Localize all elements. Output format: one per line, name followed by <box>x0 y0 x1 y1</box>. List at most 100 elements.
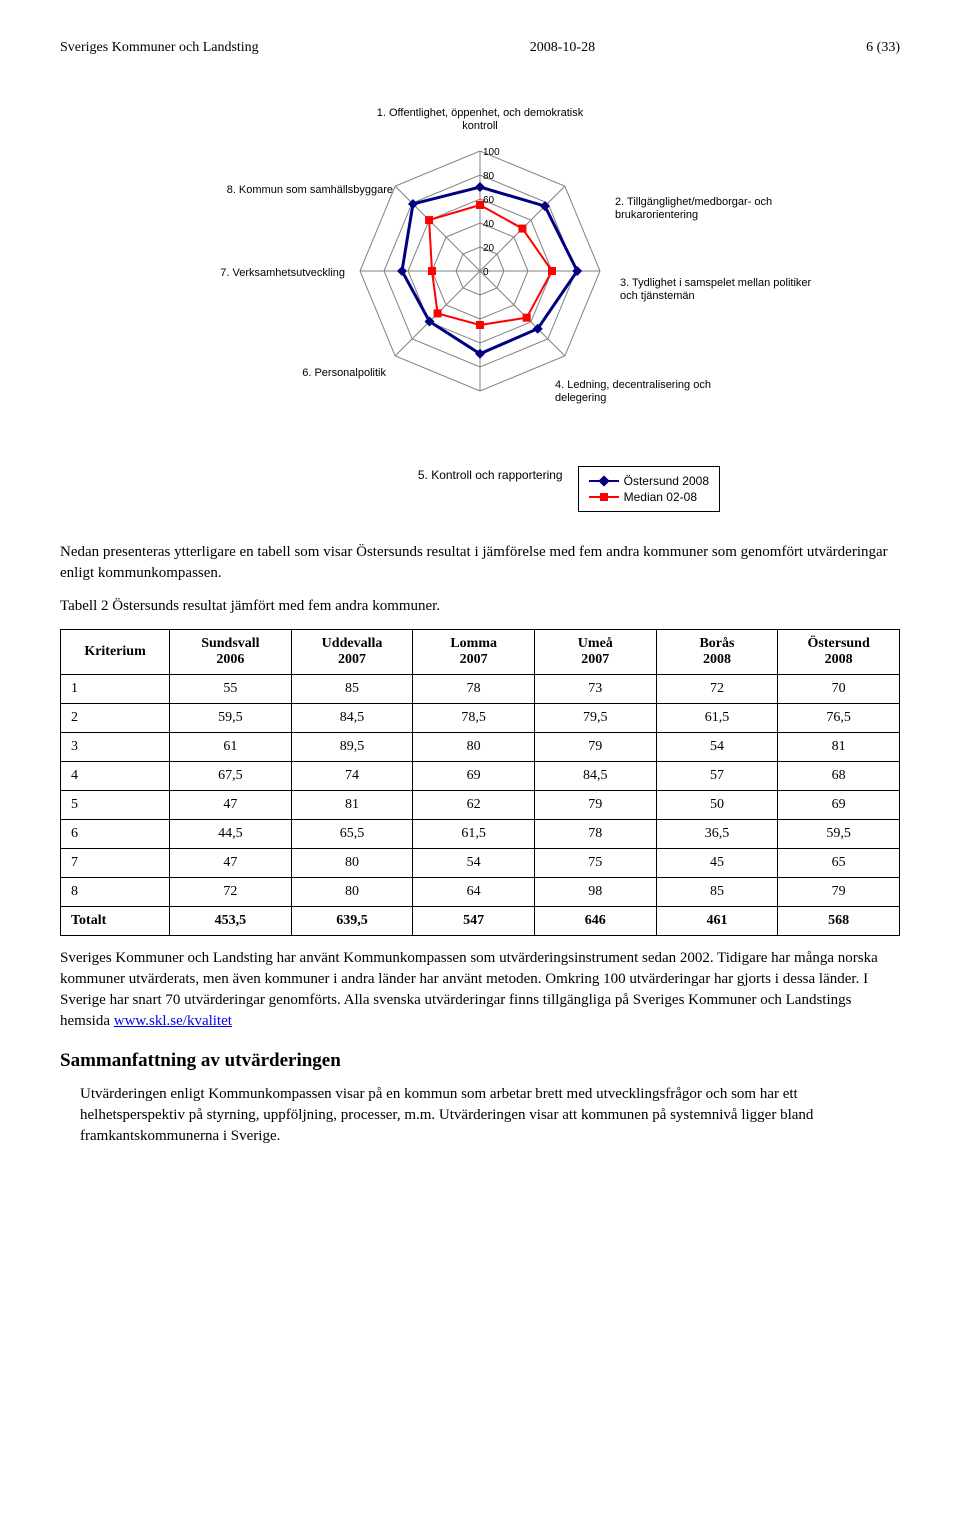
legend-item-median: Median 02-08 <box>589 490 709 504</box>
intro-paragraph: Nedan presenteras ytterligare en tabell … <box>60 542 900 584</box>
header-center: 2008-10-28 <box>530 40 595 56</box>
table-header: Borås2008 <box>656 630 778 675</box>
axis5-label-with-legend: 5. Kontroll och rapportering Östersund 2… <box>418 466 720 512</box>
table-cell: 4 <box>61 762 170 791</box>
comparison-table: KriteriumSundsvall2006Uddevalla2007Lomma… <box>60 629 900 936</box>
table-cell: 61,5 <box>413 820 535 849</box>
table-cell: 646 <box>534 907 656 936</box>
svg-text:40: 40 <box>483 219 495 230</box>
table-cell: 69 <box>778 791 900 820</box>
svg-text:2. Tillgänglighet/medborgar- o: 2. Tillgänglighet/medborgar- och <box>615 196 772 208</box>
table-cell: 7 <box>61 849 170 878</box>
table-cell: 65,5 <box>291 820 413 849</box>
table-cell: 78 <box>413 675 535 704</box>
table-cell: 73 <box>534 675 656 704</box>
table-header: Östersund2008 <box>778 630 900 675</box>
table-cell: 75 <box>534 849 656 878</box>
svg-text:7. Verksamhetsutveckling: 7. Verksamhetsutveckling <box>220 267 345 279</box>
header-right: 6 (33) <box>866 40 900 56</box>
table-cell: 72 <box>170 878 292 907</box>
table-cell: 59,5 <box>170 704 292 733</box>
svg-text:1. Offentlighet, öppenhet, och: 1. Offentlighet, öppenhet, och demokrati… <box>377 107 584 119</box>
table-row: 8728064988579 <box>61 878 900 907</box>
svg-text:och tjänstemän: och tjänstemän <box>620 290 695 302</box>
table-cell: 61,5 <box>656 704 778 733</box>
table-cell: Totalt <box>61 907 170 936</box>
table-cell: 1 <box>61 675 170 704</box>
table-cell: 79 <box>534 733 656 762</box>
summary-heading: Sammanfattning av utvärderingen <box>60 1050 900 1072</box>
table-cell: 547 <box>413 907 535 936</box>
table-cell: 61 <box>170 733 292 762</box>
table-cell: 69 <box>413 762 535 791</box>
table-cell: 79,5 <box>534 704 656 733</box>
table-cell: 89,5 <box>291 733 413 762</box>
table-cell: 54 <box>656 733 778 762</box>
svg-text:delegering: delegering <box>555 392 606 404</box>
table-cell: 67,5 <box>170 762 292 791</box>
table-cell: 36,5 <box>656 820 778 849</box>
post-table-paragraph: Sveriges Kommuner och Landsting har anvä… <box>60 948 900 1032</box>
svg-text:0: 0 <box>483 267 489 278</box>
table-header: Lomma2007 <box>413 630 535 675</box>
table-cell: 74 <box>291 762 413 791</box>
page-header: Sveriges Kommuner och Landsting 2008-10-… <box>60 40 900 56</box>
table-header: Uddevalla2007 <box>291 630 413 675</box>
table-cell: 81 <box>291 791 413 820</box>
table-cell: 80 <box>291 849 413 878</box>
table-cell: 5 <box>61 791 170 820</box>
chart-legend: Östersund 2008 Median 02-08 <box>578 466 720 512</box>
table-row: 36189,580795481 <box>61 733 900 762</box>
table-cell: 568 <box>778 907 900 936</box>
table-cell: 8 <box>61 878 170 907</box>
svg-text:6. Personalpolitik: 6. Personalpolitik <box>302 367 386 379</box>
table-header: Umeå2007 <box>534 630 656 675</box>
table-row: 259,584,578,579,561,576,5 <box>61 704 900 733</box>
table-cell: 45 <box>656 849 778 878</box>
svg-text:brukarorientering: brukarorientering <box>615 209 698 221</box>
table-cell: 70 <box>778 675 900 704</box>
header-left: Sveriges Kommuner och Landsting <box>60 40 259 56</box>
table-cell: 85 <box>656 878 778 907</box>
table-cell: 76,5 <box>778 704 900 733</box>
table-row: 7478054754565 <box>61 849 900 878</box>
table-cell: 54 <box>413 849 535 878</box>
axis5-label: 5. Kontroll och rapportering <box>418 466 563 482</box>
summary-paragraph: Utvärderingen enligt Kommunkompassen vis… <box>80 1084 880 1147</box>
table-cell: 59,5 <box>778 820 900 849</box>
table-cell: 50 <box>656 791 778 820</box>
table-cell: 98 <box>534 878 656 907</box>
table-row: Totalt453,5639,5547646461568 <box>61 907 900 936</box>
table-cell: 44,5 <box>170 820 292 849</box>
svg-text:4. Ledning, decentralisering o: 4. Ledning, decentralisering och <box>555 379 711 391</box>
table-cell: 65 <box>778 849 900 878</box>
table-cell: 80 <box>413 733 535 762</box>
table-header: Sundsvall2006 <box>170 630 292 675</box>
table-cell: 81 <box>778 733 900 762</box>
table-row: 644,565,561,57836,559,5 <box>61 820 900 849</box>
table-row: 1558578737270 <box>61 675 900 704</box>
table-cell: 639,5 <box>291 907 413 936</box>
table-cell: 80 <box>291 878 413 907</box>
table-row: 5478162795069 <box>61 791 900 820</box>
table-cell: 72 <box>656 675 778 704</box>
table-cell: 85 <box>291 675 413 704</box>
svg-text:60: 60 <box>483 195 495 206</box>
table-cell: 78,5 <box>413 704 535 733</box>
table-caption: Tabell 2 Östersunds resultat jämfört med… <box>60 596 900 617</box>
table-row: 467,5746984,55768 <box>61 762 900 791</box>
table-cell: 6 <box>61 820 170 849</box>
svg-text:80: 80 <box>483 171 495 182</box>
svg-text:3. Tydlighet i samspelet mella: 3. Tydlighet i samspelet mellan politike… <box>620 277 812 289</box>
skl-link[interactable]: www.skl.se/kvalitet <box>114 1013 232 1029</box>
table-cell: 78 <box>534 820 656 849</box>
table-cell: 79 <box>534 791 656 820</box>
svg-text:100: 100 <box>483 147 500 158</box>
table-cell: 68 <box>778 762 900 791</box>
table-cell: 453,5 <box>170 907 292 936</box>
table-cell: 84,5 <box>534 762 656 791</box>
table-cell: 47 <box>170 791 292 820</box>
table-cell: 55 <box>170 675 292 704</box>
table-cell: 79 <box>778 878 900 907</box>
table-header: Kriterium <box>61 630 170 675</box>
